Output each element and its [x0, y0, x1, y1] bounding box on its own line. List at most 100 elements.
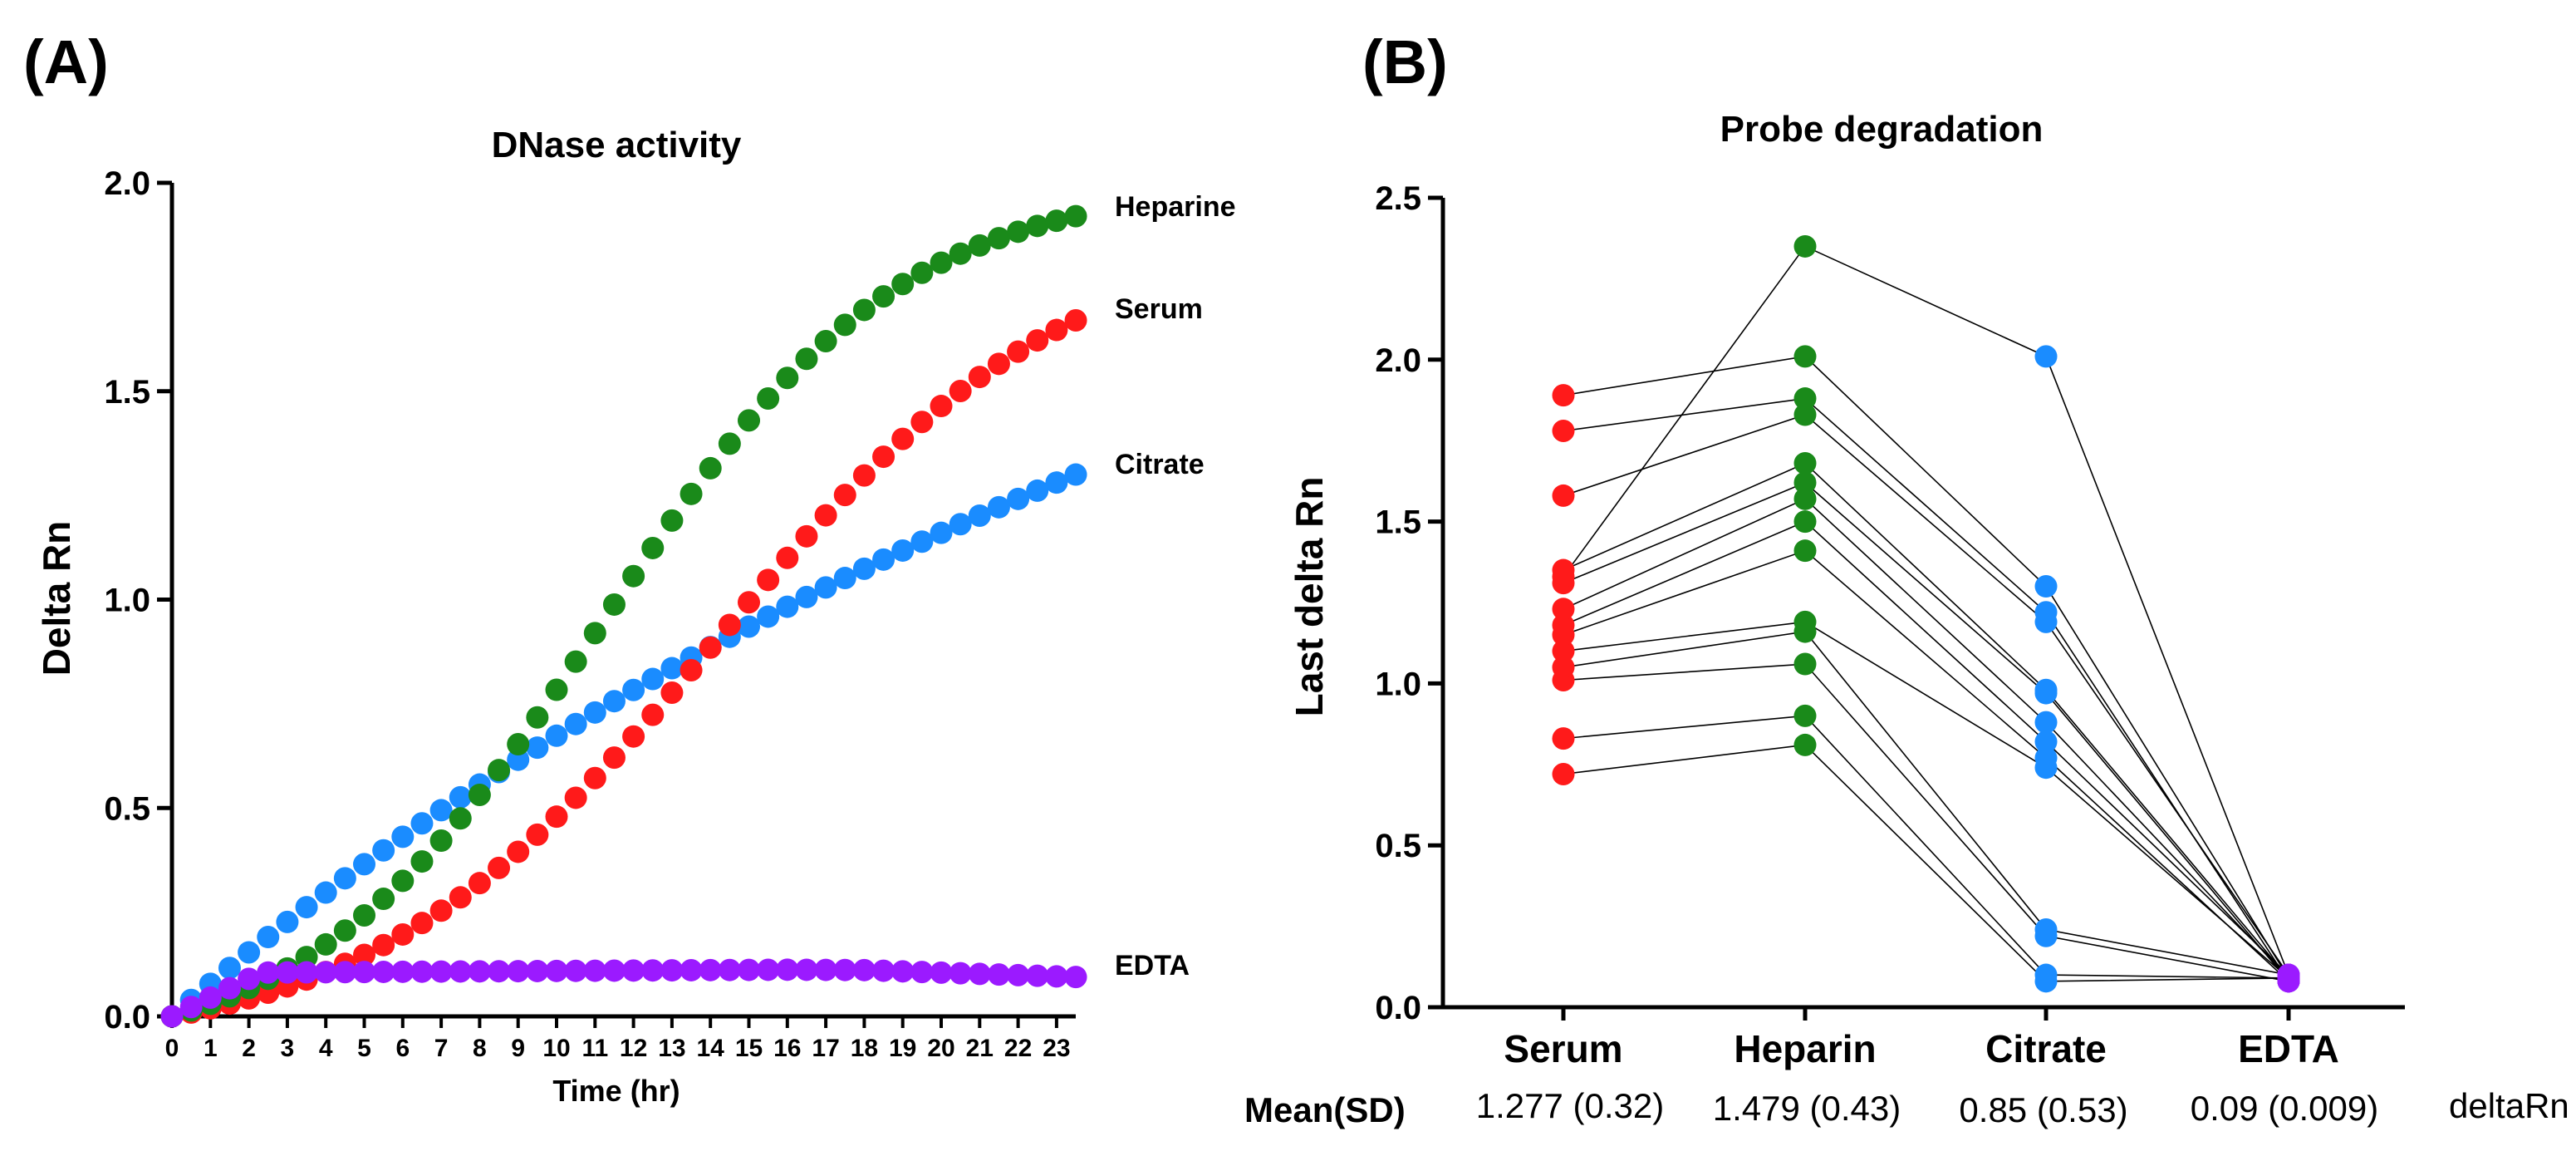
panel-a-y-tick-label: 0.0	[104, 999, 150, 1035]
panel-a-point-serum	[776, 546, 799, 569]
panel-a-x-tick-label: 5	[357, 1035, 371, 1062]
panel-a-x-tick-label: 15	[735, 1035, 763, 1062]
panel-a-point-serum	[699, 636, 722, 659]
panel-b-point-citrate	[2034, 575, 2058, 598]
panel-a-point-serum	[680, 658, 703, 681]
panel-b-point-serum	[1552, 598, 1575, 621]
panel-a-point-edta	[872, 959, 895, 982]
panel-a-point-serum	[372, 933, 395, 957]
panel-a-point-edta	[429, 960, 453, 983]
panel-a-point-citrate	[218, 957, 241, 980]
panel-b-point-serum	[1552, 484, 1575, 507]
panel-a-point-serum	[891, 427, 915, 450]
panel-a-x-tick-label: 3	[281, 1035, 295, 1062]
panel-a-point-heparine	[949, 242, 972, 265]
panel-a-point-citrate	[968, 504, 991, 527]
panel-a-point-serum	[660, 681, 684, 704]
panel-a-series-label-citrate: Citrate	[1115, 449, 1205, 480]
panel-a-point-edta	[391, 960, 415, 983]
panel-a-point-heparine	[507, 733, 530, 756]
panel-a-point-edta	[968, 962, 991, 986]
panel-a-point-citrate	[660, 657, 684, 680]
panel-a-point-edta	[353, 961, 375, 984]
panel-b-pair-line	[1563, 520, 2289, 976]
panel-a-point-edta	[1026, 964, 1049, 987]
panel-a-point-heparine	[641, 536, 665, 559]
panel-b-pair-line	[1563, 549, 2289, 982]
panel-a-point-edta	[814, 958, 837, 981]
panel-a-point-citrate	[910, 530, 934, 553]
panel-a-point-heparine	[699, 456, 722, 480]
panel-b-point-heparin	[1793, 487, 1817, 510]
panel-a-point-citrate	[276, 910, 299, 933]
panel-a-point-citrate	[372, 839, 395, 862]
panel-a-point-citrate	[949, 513, 972, 536]
panel-b-pair-line	[1563, 462, 2289, 979]
panel-b-point-heparin	[1793, 652, 1817, 676]
panel-a-x-tick-label: 20	[927, 1035, 954, 1062]
panel-a-point-edta	[622, 959, 645, 982]
panel-a-point-heparine	[526, 706, 549, 729]
panel-b-pair-line	[1563, 744, 2289, 982]
panel-a-x-tick-label: 17	[812, 1035, 839, 1062]
panel-a-point-serum	[526, 823, 549, 846]
panel-a-point-heparine	[488, 759, 511, 782]
panel-a-series-label-serum: Serum	[1115, 293, 1203, 325]
panel-a-point-serum	[872, 445, 895, 469]
panel-a-point-heparine	[738, 409, 760, 432]
panel-a-x-axis-label: Time (hr)	[552, 1074, 680, 1108]
panel-a-point-edta	[218, 976, 241, 1000]
panel-a-point-heparine	[1026, 214, 1049, 238]
panel-a-point-edta	[680, 958, 703, 981]
panel-a-point-citrate	[757, 605, 780, 628]
panel-a-point-citrate	[507, 748, 530, 771]
panel-b-point-citrate	[2034, 678, 2058, 701]
panel-a-point-serum	[507, 840, 530, 863]
panel-b-x-tick-label: Heparin	[1734, 1027, 1876, 1070]
panel-a-point-citrate	[429, 799, 453, 822]
mean-value-serum: 1.277 (0.32)	[1476, 1086, 1665, 1125]
panel-a-y-tick-label: 2.0	[104, 165, 150, 202]
panel-a-point-serum	[1064, 308, 1087, 332]
panel-a-point-edta	[257, 961, 280, 984]
panel-a-point-serum	[718, 613, 741, 637]
panel-a-dnase-activity: (A) DNase activity Delta Rn Time (hr) 0.…	[23, 27, 1236, 1108]
panel-a-point-citrate	[1007, 487, 1030, 510]
panel-a-point-heparine	[391, 869, 415, 893]
panel-b-pair-line	[1563, 481, 2289, 982]
panel-b-y-tick-label: 1.5	[1375, 504, 1421, 541]
panel-a-point-edta	[449, 960, 472, 983]
panel-a-point-heparine	[583, 622, 606, 645]
panel-b-point-citrate	[2034, 345, 2058, 368]
panel-a-y-axis-label: Delta Rn	[35, 521, 78, 676]
panel-a-point-citrate	[449, 785, 472, 809]
panel-a-point-heparine	[872, 285, 895, 308]
panel-a-point-serum	[410, 912, 434, 935]
panel-b-y-tick-label: 1.0	[1375, 666, 1421, 702]
panel-b-paired-lines	[1563, 245, 2289, 982]
panel-a-point-edta	[641, 959, 665, 982]
panel-b-point-heparin	[1793, 403, 1817, 426]
panel-b-point-citrate	[2034, 746, 2058, 770]
panel-b-point-serum	[1552, 656, 1575, 679]
panel-a-point-edta	[410, 960, 434, 983]
panel-a-point-serum	[429, 899, 453, 922]
panel-a-point-serum	[795, 524, 818, 548]
panel-a-point-serum	[564, 786, 587, 809]
panel-a-label: (A)	[23, 27, 109, 96]
panel-a-point-citrate	[987, 495, 1010, 519]
panel-a-point-heparine	[410, 850, 434, 873]
panel-a-axes: 0.00.51.01.52.00 1 2 3 4 5 6 7 8 9 10 11 12 13 14 15 16 1…	[104, 165, 1076, 1062]
panel-b-y-tick-label: 0.0	[1375, 990, 1421, 1026]
panel-b-point-citrate	[2034, 711, 2058, 734]
panel-a-point-edta	[602, 959, 626, 982]
panel-a-point-edta	[276, 961, 299, 984]
panel-a-point-citrate	[776, 595, 799, 618]
panel-a-point-edta	[718, 958, 741, 981]
panel-a-point-edta	[910, 961, 934, 984]
panel-b-pair-line	[1563, 245, 2289, 976]
panel-a-point-heparine	[852, 298, 876, 322]
panel-a-point-edta	[660, 959, 684, 982]
panel-a-point-citrate	[641, 667, 665, 691]
panel-b-x-tick-label: EDTA	[2238, 1027, 2339, 1070]
